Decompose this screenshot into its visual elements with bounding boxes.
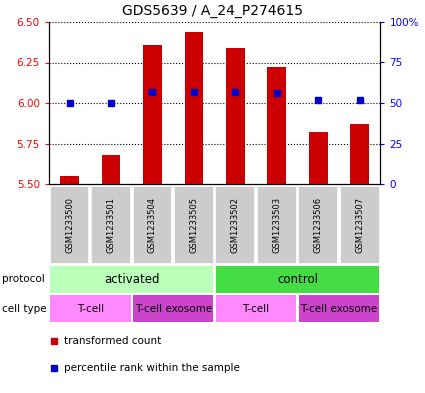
Bar — [143, 45, 162, 184]
Bar — [60, 176, 79, 184]
Bar — [226, 48, 245, 184]
Text: percentile rank within the sample: percentile rank within the sample — [64, 363, 240, 373]
Bar — [267, 67, 286, 184]
Text: GSM1233503: GSM1233503 — [272, 197, 281, 253]
Text: T-cell: T-cell — [243, 303, 269, 314]
Bar — [133, 295, 213, 322]
Bar — [184, 32, 203, 184]
Text: GSM1233500: GSM1233500 — [65, 197, 74, 253]
Bar — [350, 124, 369, 184]
Bar — [216, 266, 379, 293]
Text: GSM1233502: GSM1233502 — [231, 197, 240, 253]
Text: protocol: protocol — [2, 274, 45, 285]
Text: GSM1233504: GSM1233504 — [148, 197, 157, 253]
Bar — [174, 186, 214, 264]
Bar — [50, 266, 213, 293]
Text: T-cell: T-cell — [77, 303, 104, 314]
Text: GSM1233507: GSM1233507 — [355, 197, 364, 253]
Text: GSM1233506: GSM1233506 — [314, 197, 323, 253]
Text: control: control — [277, 273, 318, 286]
Text: transformed count: transformed count — [64, 336, 161, 345]
Text: GSM1233505: GSM1233505 — [190, 197, 198, 253]
Bar — [340, 186, 380, 264]
Bar — [50, 186, 90, 264]
Bar — [133, 186, 173, 264]
Bar — [309, 132, 328, 184]
Bar — [91, 186, 131, 264]
Bar — [257, 186, 297, 264]
Text: cell type: cell type — [2, 303, 47, 314]
Text: T-cell exosome: T-cell exosome — [300, 303, 377, 314]
Bar — [216, 295, 296, 322]
Bar — [299, 295, 379, 322]
Bar — [215, 186, 255, 264]
Text: GSM1233501: GSM1233501 — [107, 197, 116, 253]
Bar — [102, 155, 120, 184]
Bar — [298, 186, 338, 264]
Bar — [50, 295, 130, 322]
Text: activated: activated — [104, 273, 159, 286]
Text: T-cell exosome: T-cell exosome — [135, 303, 212, 314]
Text: GDS5639 / A_24_P274615: GDS5639 / A_24_P274615 — [122, 4, 303, 18]
